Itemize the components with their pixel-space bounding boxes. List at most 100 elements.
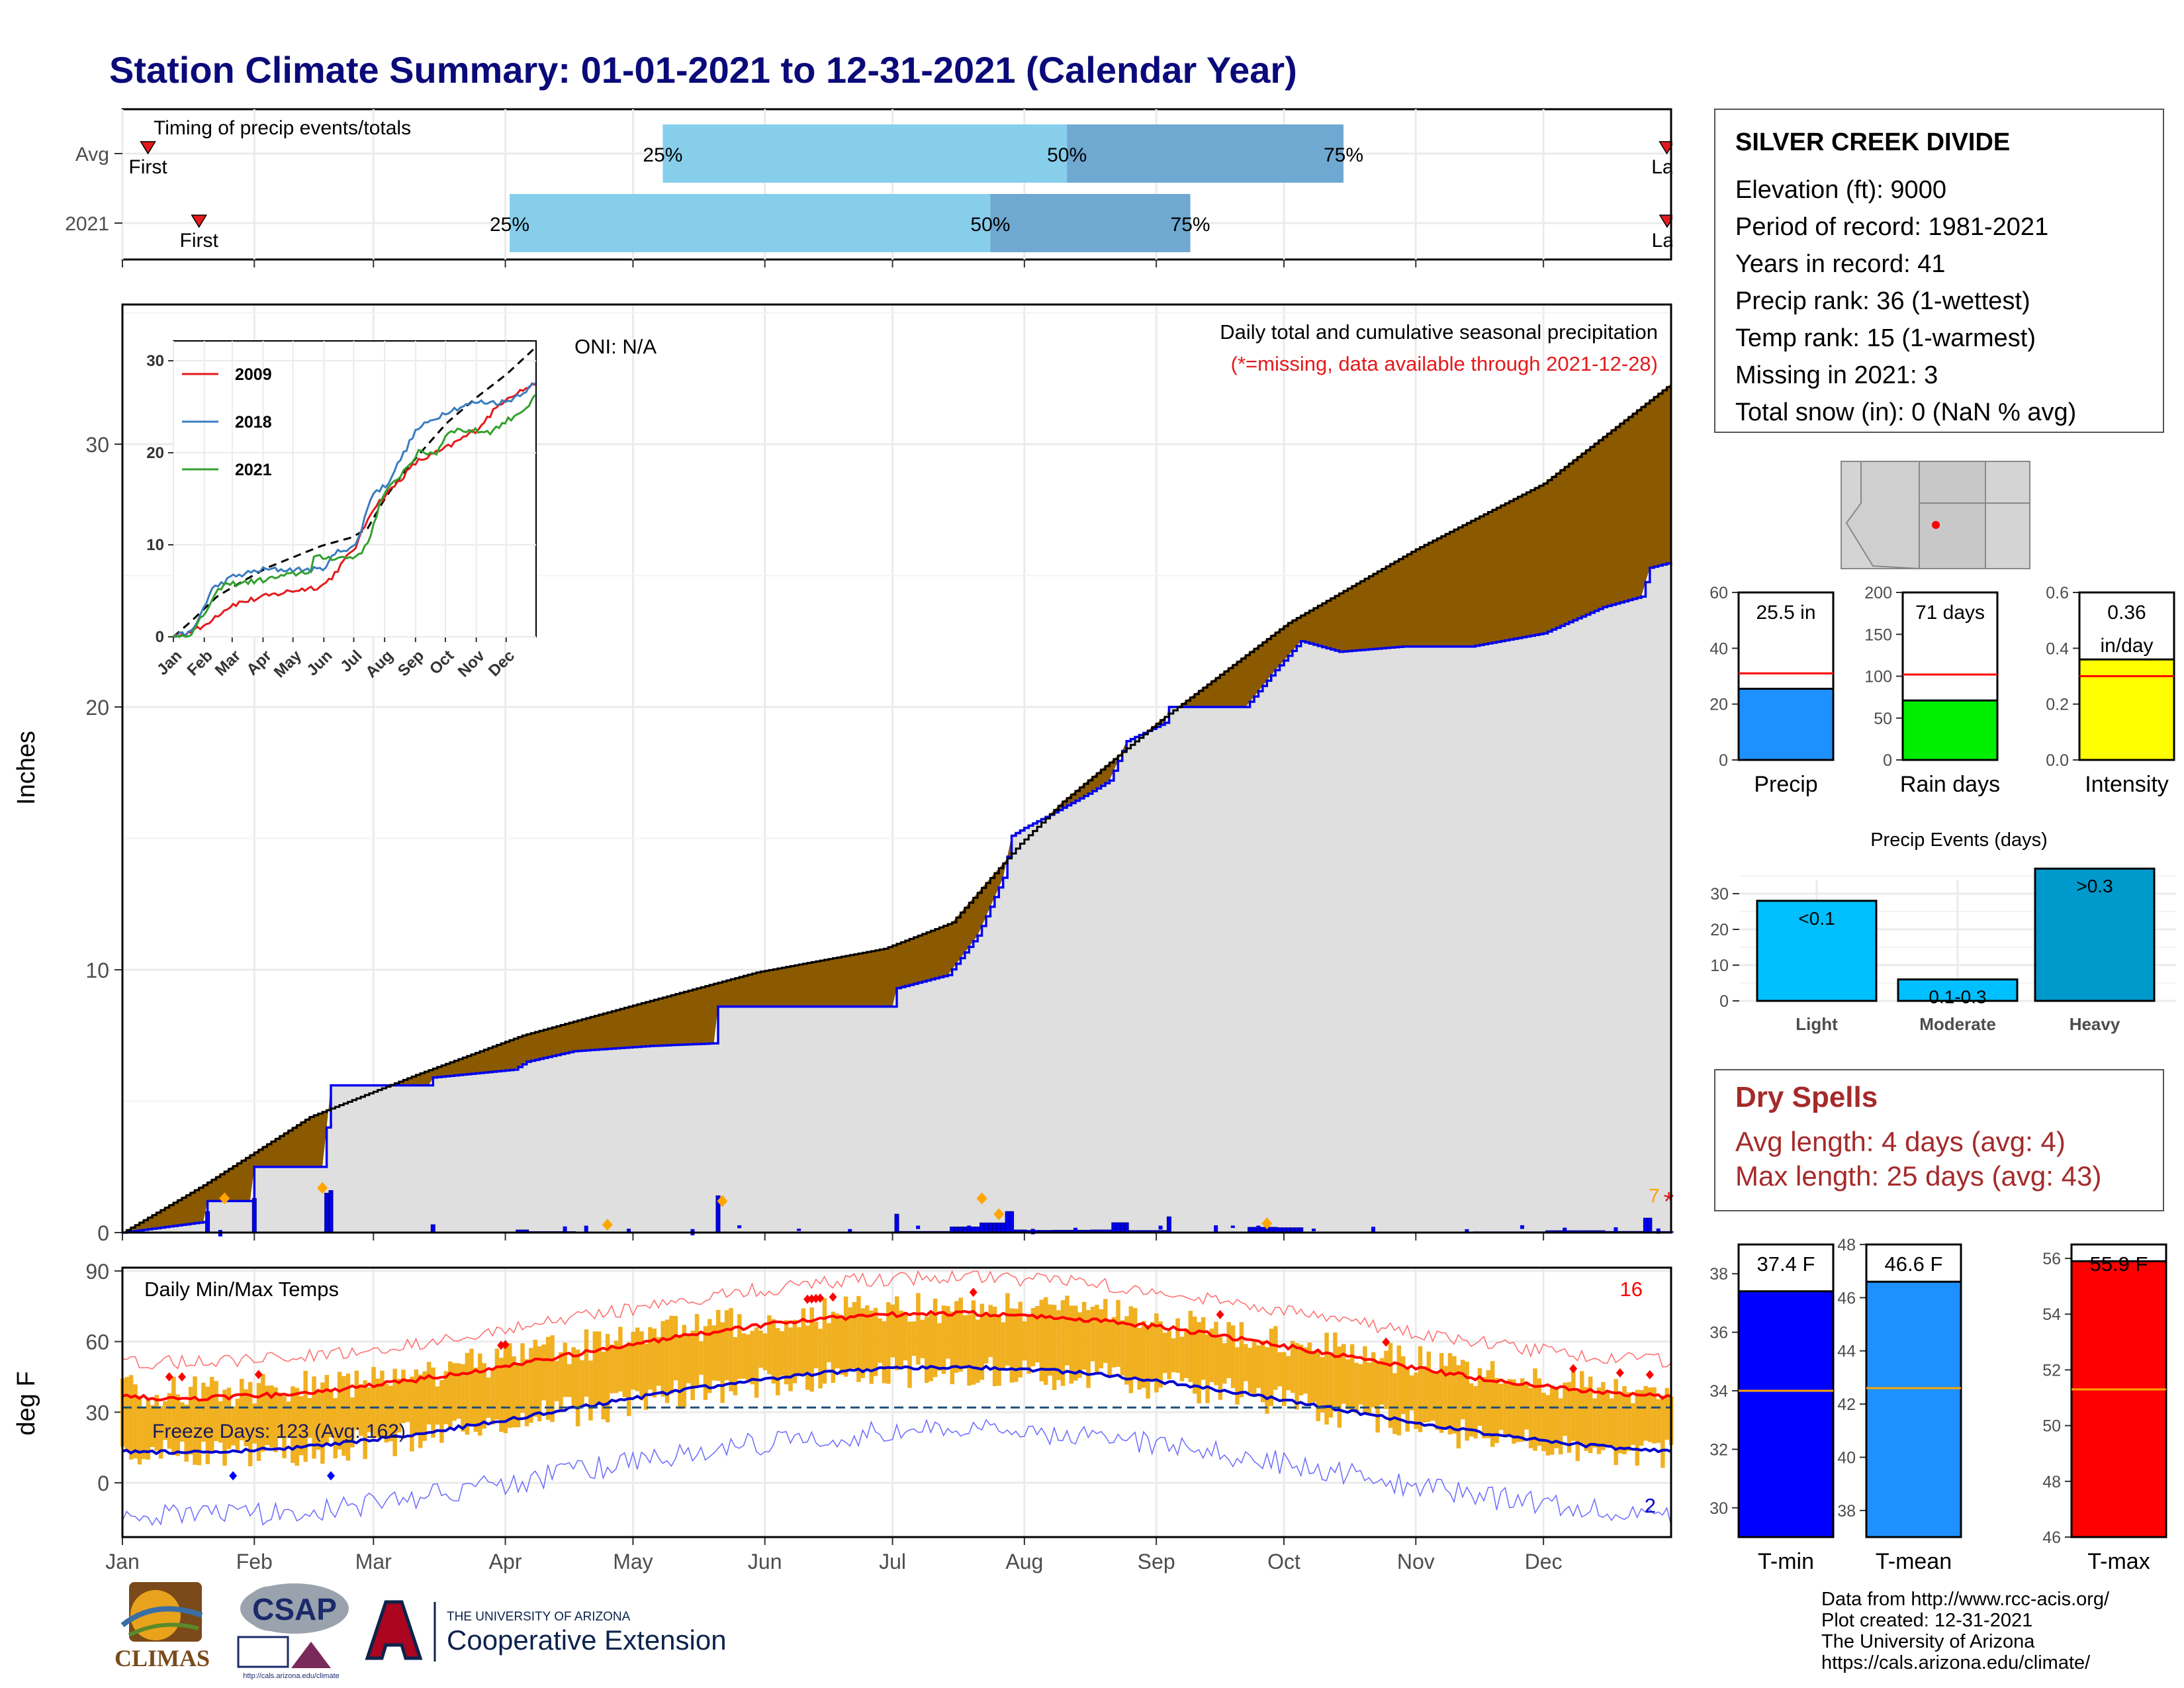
temp-daily-range-bar	[1295, 1342, 1299, 1410]
ua-logo-graphic: THE UNIVERSITY OF ARIZONA Cooperative Ex…	[365, 1600, 727, 1662]
temp-daily-range-bar	[154, 1395, 159, 1451]
temperature-summary-bars: 30 32 34 36 38 37.4 F T-min 38 40 42 44 46 48 46.6 F T…	[1709, 1236, 2167, 1574]
temp-daily-range-bar	[1056, 1310, 1061, 1380]
temp-daily-range-bar	[1512, 1379, 1516, 1444]
temp-daily-range-bar	[827, 1323, 831, 1362]
credit-line: https://cals.arizona.edu/climate/	[1821, 1652, 2091, 1673]
temp-daily-range-bar	[1116, 1299, 1120, 1367]
temp-daily-range-bar	[1431, 1371, 1435, 1421]
precip-y-tick-label: 10	[85, 959, 109, 982]
temp-bar-value-label: 46.6 F	[1885, 1252, 1943, 1276]
temp-bar-y-tick-label: 56	[2042, 1250, 2061, 1268]
temp-daily-range-bar	[711, 1325, 717, 1381]
temp-daily-range-bar	[907, 1321, 912, 1388]
temp-daily-range-bar	[448, 1361, 453, 1428]
temp-daily-range-bar	[261, 1374, 265, 1452]
timing-row-label: Avg	[75, 144, 109, 165]
timing-row-label: 2021	[65, 213, 109, 235]
timing-bar-25-50	[510, 194, 991, 252]
temp-daily-range-bar	[1214, 1321, 1218, 1385]
temp-daily-range-bar	[1060, 1300, 1066, 1386]
temp-y-tick-label: 30	[85, 1401, 109, 1425]
precip-extreme-marker	[1261, 1217, 1273, 1230]
temp-daily-range-bar	[860, 1308, 866, 1378]
temp-daily-range-bar	[1277, 1352, 1283, 1387]
timing-title: Timing of precip events/totals	[154, 117, 411, 139]
mini-bar-y-tick-label: 100	[1864, 668, 1892, 686]
temp-daily-range-bar	[682, 1325, 687, 1409]
temp-daily-range-bar	[193, 1376, 197, 1465]
temp-daily-range-bar	[384, 1383, 389, 1443]
temp-daily-range-bar	[1179, 1336, 1185, 1382]
temp-daily-range-bar	[1303, 1347, 1308, 1394]
timing-q25-label: 25%	[490, 214, 529, 236]
temp-daily-range-bar	[1333, 1332, 1338, 1407]
temp-daily-range-bar	[954, 1301, 959, 1373]
mini-bar-y-tick-label: 0.6	[2046, 584, 2069, 602]
temp-record-high-marker	[816, 1293, 825, 1303]
locator-map	[1841, 461, 2030, 570]
temp-daily-range-bar	[486, 1377, 491, 1418]
temp-daily-range-bar	[784, 1320, 789, 1385]
temp-daily-range-bar	[1520, 1378, 1525, 1442]
station-precip-rank: Precip rank: 36 (1-wettest)	[1735, 287, 2030, 315]
temp-month-label: Nov	[1397, 1550, 1435, 1573]
temp-daily-range-bar	[248, 1382, 253, 1466]
temp-daily-range-bar	[925, 1317, 929, 1383]
temp-daily-range-bar	[1486, 1370, 1491, 1438]
temp-daily-range-bar	[758, 1331, 763, 1368]
temp-daily-range-bar	[882, 1321, 887, 1383]
events-bar-label: >0.3	[2076, 876, 2113, 896]
credit-line: Data from http://www.rcc-acis.org/	[1821, 1589, 2110, 1610]
temp-daily-range-bar	[1456, 1365, 1461, 1448]
precip-daily-bar	[967, 1225, 972, 1233]
temp-daily-range-bar	[1077, 1312, 1082, 1378]
temp-daily-range-bar	[277, 1392, 283, 1438]
precip-daily-bar	[1115, 1222, 1120, 1233]
precip-daily-bar	[205, 1211, 210, 1233]
credits: Data from http://www.rcc-acis.org/ Plot …	[1821, 1589, 2109, 1673]
temp-daily-range-bar	[1622, 1385, 1627, 1454]
temp-daily-range-bar	[1452, 1356, 1457, 1434]
temp-daily-range-bar	[1554, 1387, 1559, 1448]
precip-y-tick-label: 30	[85, 433, 109, 457]
temp-daily-range-bar	[359, 1384, 363, 1436]
temp-daily-range-bar	[967, 1314, 972, 1386]
temp-daily-range-bar	[222, 1389, 227, 1466]
temp-record-high-marker	[178, 1372, 186, 1382]
temp-bar-y-tick-label: 44	[1837, 1342, 1856, 1361]
temp-daily-range-bar	[1528, 1387, 1533, 1448]
temp-daily-range-bar	[1201, 1317, 1206, 1380]
timing-bar-50-75	[990, 194, 1191, 252]
temp-daily-range-bar	[694, 1314, 700, 1387]
temp-daily-range-bar	[937, 1323, 942, 1371]
events-title: Precip Events (days)	[1870, 829, 2048, 851]
temp-daily-range-bar	[1248, 1348, 1253, 1393]
temp-daily-range-bar	[180, 1402, 185, 1442]
credit-line: Plot created: 12-31-2021	[1821, 1610, 2033, 1631]
mini-bar-y-tick-label: 0.0	[2046, 751, 2069, 770]
temp-daily-range-bar	[363, 1380, 367, 1460]
temp-daily-range-bar	[439, 1380, 444, 1443]
temp-daily-range-bar	[324, 1375, 330, 1446]
temp-daily-range-bar	[1617, 1393, 1623, 1454]
temp-daily-range-bar	[622, 1346, 627, 1397]
mini-bar-label: Rain days	[1900, 772, 2000, 797]
mini-bar-y-tick-label: 50	[1874, 710, 1892, 728]
temp-daily-range-bar	[1584, 1387, 1588, 1451]
mini-bar-value-label: 25.5 in	[1756, 602, 1815, 624]
temp-daily-range-bar	[184, 1404, 189, 1462]
temp-daily-range-bar	[1095, 1305, 1099, 1372]
figure-title: Station Climate Summary: 01-01-2021 to 1…	[109, 49, 1297, 91]
temp-daily-range-bar	[345, 1374, 351, 1461]
temp-average-min-line	[122, 1364, 1672, 1456]
temp-daily-range-bar	[410, 1376, 414, 1452]
inset-y-tick-label: 0	[156, 628, 164, 646]
temp-daily-range-bar	[737, 1314, 742, 1379]
precip-daily-bar	[1614, 1227, 1618, 1233]
temp-daily-range-bar	[1563, 1382, 1567, 1436]
temp-daily-range-bar	[1273, 1326, 1278, 1390]
temp-record-high-marker	[969, 1288, 978, 1297]
mini-bar-y-tick-label: 20	[1709, 696, 1728, 714]
mini-bar-y-tick-label: 60	[1709, 584, 1728, 602]
